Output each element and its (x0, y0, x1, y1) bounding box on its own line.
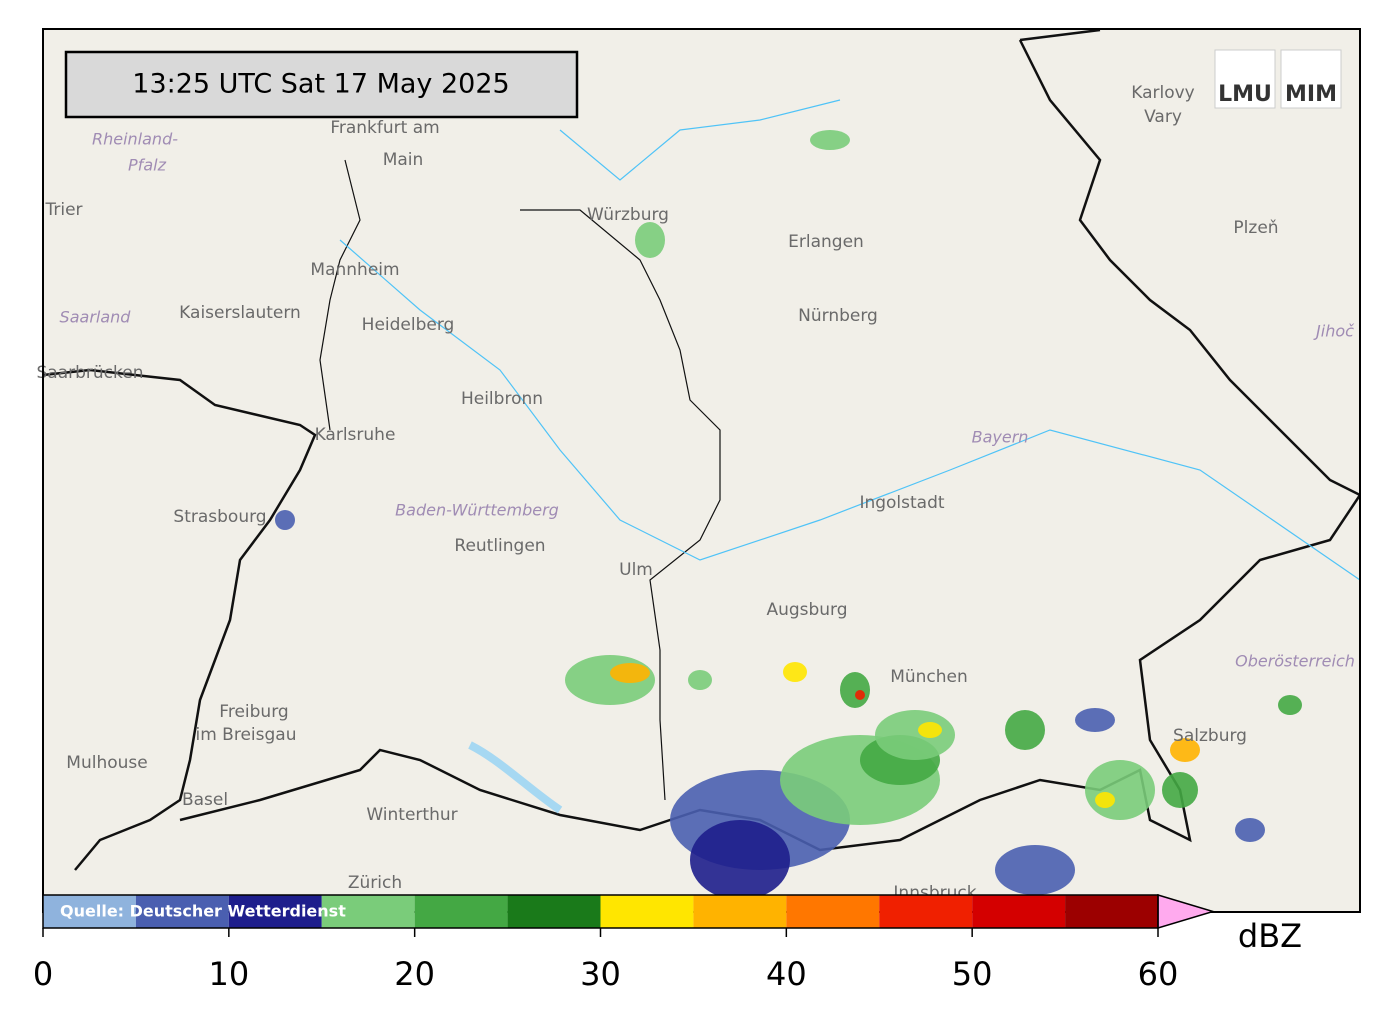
colorbar-tick-label: 60 (1138, 955, 1179, 993)
echo (1075, 708, 1115, 732)
colorbar-bin (786, 895, 880, 928)
echo (1235, 818, 1265, 842)
city-label: Erlangen (788, 232, 864, 252)
city-label: Basel (182, 790, 228, 810)
region-label: Bayern (972, 428, 1029, 447)
echo (783, 662, 807, 682)
city-label: Ingolstadt (859, 493, 944, 513)
city-label: Saarbrücken (37, 363, 144, 383)
echo (810, 130, 850, 150)
region-label: Jihoč (1313, 322, 1355, 341)
map-background (43, 29, 1360, 912)
colorbar-tick-label: 0 (33, 955, 53, 993)
echo (1095, 792, 1115, 808)
city-label: im Breisgau (196, 725, 297, 745)
echo (995, 845, 1075, 895)
city-label: Winterthur (366, 805, 457, 825)
map-labels: Frankfurt am Main Würzburg Erlangen Nürnberg… (37, 83, 1356, 903)
colorbar-tick-label: 40 (766, 955, 807, 993)
colorbar-bin (600, 895, 694, 928)
city-label: Karlovy (1131, 83, 1195, 103)
city-label: Heidelberg (362, 315, 455, 335)
city-label: Salzburg (1173, 726, 1247, 746)
region-label: Pfalz (128, 156, 167, 175)
city-label: Trier (44, 200, 82, 220)
city-label: Augsburg (766, 600, 847, 620)
region-label: Rheinland- (92, 130, 178, 149)
borders (42, 28, 1362, 871)
rivers (339, 99, 1361, 814)
city-label: Mulhouse (66, 753, 147, 773)
city-label: Vary (1144, 107, 1182, 127)
colorbar: 0 10 20 30 40 50 60 (33, 893, 1216, 993)
colorbar-bin (507, 895, 601, 928)
colorbar-bin (228, 895, 322, 928)
city-label: Reutlingen (454, 536, 545, 556)
colorbar-bin (972, 895, 1066, 928)
colorbar-tick-label: 10 (208, 955, 249, 993)
echo (1278, 695, 1302, 715)
colorbar-bin (879, 895, 973, 928)
echo (875, 710, 955, 760)
logo-text: MIM (1285, 82, 1337, 107)
colorbar-bin (693, 895, 787, 928)
echo (610, 663, 650, 683)
city-label: Ulm (619, 560, 653, 580)
city-label: München (890, 667, 968, 687)
colorbar-bin (135, 895, 229, 928)
echo (1162, 772, 1198, 808)
logo-box (1214, 49, 1276, 109)
echo (840, 672, 870, 708)
echo (855, 690, 865, 700)
echo (1170, 738, 1200, 762)
colorbar-tick-label: 20 (394, 955, 435, 993)
city-label: Karlsruhe (315, 425, 396, 445)
echo (918, 722, 942, 738)
echo (1005, 710, 1045, 750)
city-label: Strasbourg (173, 507, 266, 527)
colorbar-tick-label: 30 (580, 955, 621, 993)
colorbar-label: dBZ (1238, 917, 1302, 955)
region-label: Baden-Württemberg (395, 501, 559, 520)
city-label: Mannheim (310, 260, 399, 280)
city-label: Zürich (348, 873, 402, 893)
city-label: Nürnberg (798, 306, 878, 326)
colorbar-bin (321, 895, 415, 928)
colorbar-bin (414, 895, 508, 928)
logo-box (1280, 49, 1342, 109)
city-label: Kaiserslautern (179, 303, 301, 323)
city-label: Plzeň (1233, 218, 1278, 238)
region-label: Oberösterreich (1235, 652, 1355, 671)
colorbar-bin (43, 895, 136, 928)
timestamp: 13:25 UTC Sat 17 May 2025 (132, 69, 509, 100)
echo (275, 510, 295, 530)
radar-echoes (275, 130, 1302, 900)
city-label: Freiburg (219, 702, 288, 722)
source-note: Quelle: Deutscher Wetterdienst (60, 902, 346, 921)
city-label: Würzburg (587, 205, 669, 225)
echo (690, 820, 790, 900)
colorbar-bin (1065, 895, 1158, 928)
region-label: Saarland (60, 308, 132, 327)
echo (1085, 760, 1155, 820)
timestamp-box (64, 50, 579, 119)
city-label: Main (383, 150, 424, 170)
logo-text: LMU (1218, 82, 1272, 107)
echo (635, 222, 665, 258)
echo (688, 670, 712, 690)
city-label: Frankfurt am (330, 118, 439, 138)
city-label: Heilbronn (461, 389, 543, 409)
colorbar-tick-label: 50 (952, 955, 993, 993)
